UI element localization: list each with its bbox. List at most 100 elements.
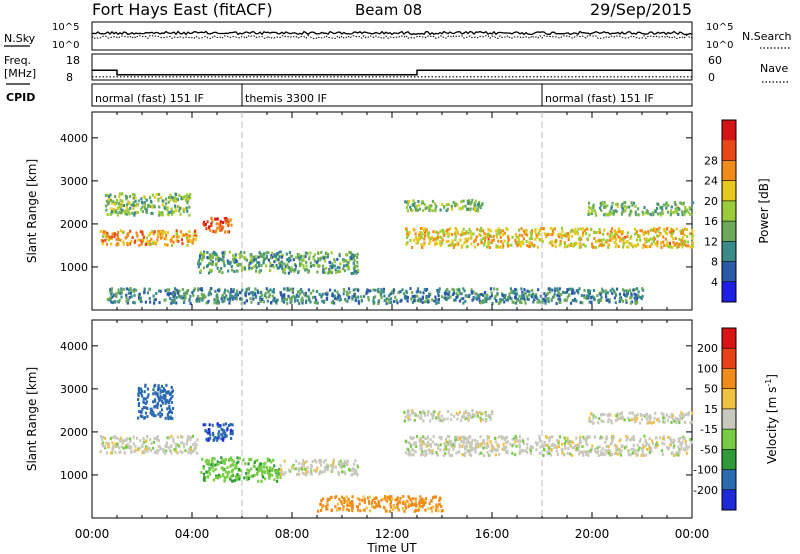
data-cell — [187, 435, 190, 439]
data-cell — [144, 406, 147, 410]
data-cell — [462, 205, 465, 209]
data-cell — [163, 237, 166, 241]
data-cell — [492, 238, 495, 242]
data-cell — [518, 233, 521, 237]
data-cell — [419, 447, 422, 451]
data-cell — [443, 233, 446, 237]
data-cell — [663, 416, 666, 420]
data-cell — [636, 416, 639, 420]
data-cell — [549, 226, 552, 230]
data-cell — [105, 199, 109, 203]
data-cell — [408, 441, 411, 445]
data-cell — [538, 435, 541, 438]
data-cell — [281, 296, 284, 300]
data-cell — [515, 288, 518, 292]
data-cell — [601, 241, 604, 245]
data-cell — [323, 466, 326, 470]
data-cell — [131, 192, 134, 196]
data-cell — [453, 442, 456, 445]
data-cell — [617, 227, 620, 231]
data-cell — [268, 458, 271, 462]
data-cell — [243, 476, 246, 480]
data-cell — [167, 196, 170, 200]
data-cell — [168, 436, 171, 440]
data-cell — [508, 292, 511, 296]
data-cell — [304, 251, 307, 255]
data-cell — [352, 467, 355, 471]
data-cell — [423, 203, 426, 206]
data-cell — [345, 290, 349, 294]
data-cell — [637, 290, 640, 294]
data-cell — [342, 292, 345, 296]
data-cell — [621, 230, 624, 233]
data-cell — [561, 234, 564, 237]
data-cell — [491, 302, 494, 305]
data-cell — [292, 467, 295, 471]
data-cell — [171, 389, 174, 393]
data-cell — [291, 268, 294, 272]
data-cell — [608, 298, 611, 302]
data-cell — [650, 213, 654, 217]
data-cell — [463, 436, 466, 440]
data-cell — [231, 479, 234, 483]
data-cell — [470, 448, 473, 452]
data-cell — [101, 239, 105, 243]
data-cell — [108, 298, 111, 302]
data-cell — [346, 463, 349, 467]
data-cell — [363, 508, 366, 512]
data-cell — [141, 230, 144, 234]
data-cell — [648, 450, 651, 454]
data-cell — [662, 235, 665, 239]
data-cell — [514, 440, 517, 444]
data-cell — [616, 204, 619, 208]
data-cell — [600, 419, 603, 423]
data-cell — [567, 447, 570, 451]
data-cell — [157, 235, 160, 238]
data-cell — [664, 237, 667, 241]
data-cell — [473, 203, 476, 207]
data-cell — [499, 230, 502, 234]
data-cell — [222, 256, 225, 260]
data-cell — [126, 442, 129, 446]
data-cell — [116, 444, 120, 448]
data-cell — [579, 450, 582, 454]
data-cell — [502, 244, 505, 248]
data-cell — [630, 210, 633, 214]
data-cell — [639, 421, 642, 425]
data-cell — [333, 258, 336, 262]
data-cell — [286, 287, 289, 291]
data-cell — [479, 444, 482, 448]
data-cell — [343, 470, 346, 474]
data-cell — [566, 245, 569, 249]
data-cell — [626, 235, 629, 238]
data-cell — [186, 197, 189, 201]
data-cell — [473, 438, 476, 442]
data-cell — [649, 237, 652, 241]
data-cell — [264, 477, 267, 481]
data-cell — [342, 505, 345, 508]
data-cell — [412, 238, 416, 242]
data-cell — [454, 238, 457, 242]
data-cell — [335, 271, 338, 274]
data-cell — [543, 448, 546, 452]
data-cell — [644, 241, 647, 245]
data-cell — [544, 235, 548, 239]
data-cell — [132, 196, 135, 200]
data-cell — [455, 242, 459, 246]
data-cell — [132, 203, 135, 207]
data-cell — [248, 262, 251, 266]
data-cell — [193, 231, 196, 235]
data-cell — [132, 201, 135, 205]
data-cell — [659, 231, 662, 235]
data-cell — [151, 446, 154, 450]
data-cell — [105, 235, 108, 239]
data-cell — [439, 243, 442, 247]
data-cell — [589, 289, 592, 293]
data-cell — [566, 290, 569, 294]
data-cell — [599, 299, 602, 302]
data-cell — [551, 288, 554, 292]
data-cell — [117, 235, 120, 239]
data-cell — [353, 268, 356, 272]
data-cell — [276, 479, 279, 483]
data-cell — [313, 301, 316, 305]
